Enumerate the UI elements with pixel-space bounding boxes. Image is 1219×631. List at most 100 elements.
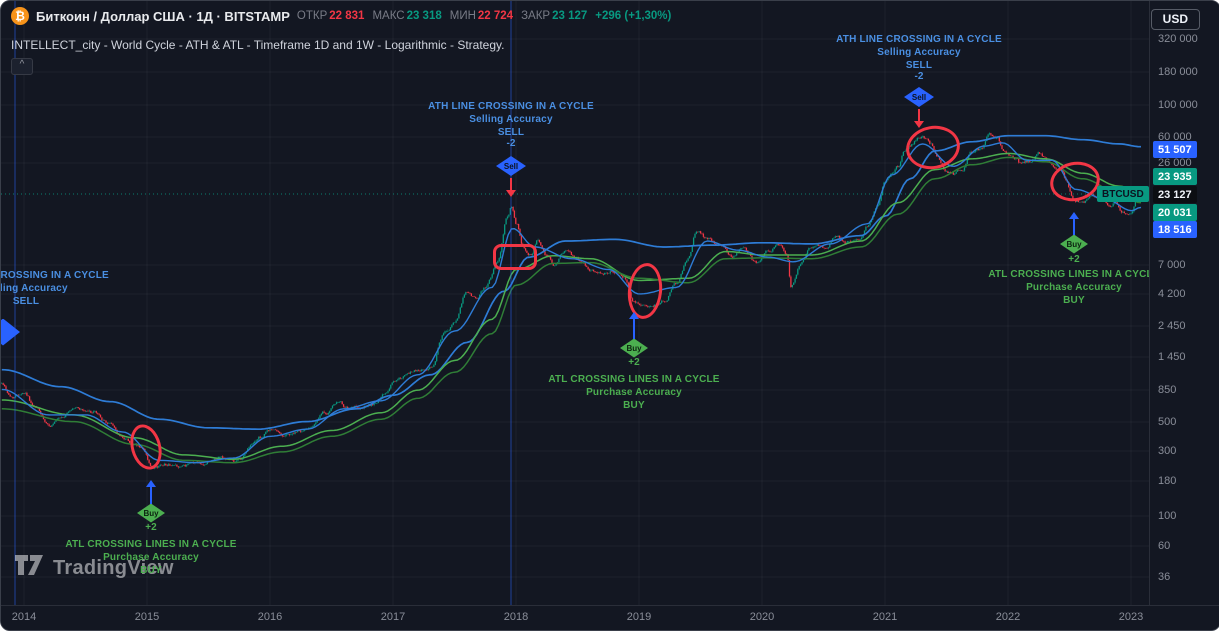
buy-signal-text: ATL CROSSING LINES IN A CYCLE Purchase Ac…	[929, 268, 1149, 307]
ohlc-values: ОТКР 22 831 МАКС 23 318 МИН 22 724 ЗАКР 23 127 +…	[297, 10, 671, 22]
price-tick: 4 200	[1158, 288, 1186, 300]
price-tick: 60	[1158, 540, 1171, 552]
tradingview-logo-icon	[15, 555, 43, 575]
signal-text-line: ATH LINE CROSSING IN A CYCLE	[428, 101, 594, 112]
green-ma-upper	[1, 152, 1142, 460]
price-label: 20 031	[1153, 204, 1197, 221]
green-ma-lower	[1, 156, 1142, 464]
ohlc-value: 23 318	[406, 10, 442, 22]
price-axis[interactable]: 320 000 180 000 100 000 60 000 26 000 7 000 4 …	[1149, 1, 1219, 606]
price-tick: 100 000	[1158, 99, 1198, 111]
signal-text-line: Selling Accuracy	[469, 114, 553, 125]
candlestick-chart	[1, 1, 1149, 606]
sell-diamond-marker[interactable]: Sell	[496, 156, 526, 176]
arrow-head	[914, 121, 924, 128]
price-tick: 300	[1158, 445, 1177, 457]
signal-text-line: Purchase Accuracy	[586, 387, 682, 398]
chart-pane[interactable]: ATH LINE CROSSING IN A CYCLE Selling Accu…	[1, 1, 1149, 606]
price-tick: 320 000	[1158, 33, 1198, 45]
arrow-shaft	[150, 486, 152, 505]
ohlc-item: ЗАКР 23 127	[521, 10, 587, 22]
arrow-shaft	[633, 318, 635, 340]
sell-diamond-marker[interactable]: Sell	[904, 87, 934, 107]
signal-text-line: ATH LINE CROSSING IN A CYCLE	[1, 270, 109, 281]
ohlc-item: МИН 22 724	[450, 10, 513, 22]
signal-text-line: ATL CROSSING LINES IN A CYCLE	[548, 374, 720, 385]
signal-text-line: Selling Accuracy	[1, 283, 68, 294]
signal-text-line: Purchase Accuracy	[1026, 282, 1122, 293]
signal-text-line: ATL CROSSING LINES IN A CYCLE	[65, 539, 237, 550]
buy-arrow-up[interactable]	[145, 480, 157, 505]
time-axis[interactable]: 2014 2015 2016 2017 2018 2019 2020 2021 2022 2023	[1, 605, 1219, 630]
currency-button[interactable]: USD	[1150, 9, 1200, 30]
price-tick: 60 000	[1158, 131, 1192, 143]
buy-signal-score: +2	[145, 522, 157, 533]
arrow-shaft	[510, 178, 512, 191]
bitcoin-icon: ₿	[11, 7, 29, 25]
time-tick: 2019	[626, 611, 652, 623]
buy-signal-score: +2	[628, 357, 640, 368]
arrow-shaft	[918, 109, 920, 122]
arrow-head	[506, 190, 516, 197]
time-tick: 2014	[11, 611, 37, 623]
ohlc-label: МИН	[449, 10, 476, 22]
time-tick: 2023	[1118, 611, 1144, 623]
time-tick: 2021	[872, 611, 898, 623]
price-tick: 36	[1158, 571, 1171, 583]
buy-signal-text: ATL CROSSING LINES IN A CYCLE Purchase Ac…	[6, 538, 296, 577]
signal-text-line: ATL CROSSING LINES IN A CYCLE	[988, 269, 1149, 280]
tradingview-watermark: TradingView	[15, 555, 174, 581]
arrow-head	[1069, 212, 1079, 219]
time-tick: 2017	[380, 611, 406, 623]
buy-signal-score: +2	[1068, 254, 1080, 265]
ohlc-value: 23 127	[552, 10, 588, 22]
red-marker-rect[interactable]	[493, 244, 537, 270]
buy-diamond-marker[interactable]: Buy	[620, 338, 648, 358]
signal-text-line: SELL	[12, 296, 40, 307]
symbol-row[interactable]: ₿ Биткоин / Доллар США · 1Д · BITSTAMP О…	[11, 7, 671, 25]
chart-legend: ₿ Биткоин / Доллар США · 1Д · BITSTAMP О…	[11, 7, 671, 75]
arrow-shaft	[1073, 218, 1075, 237]
buy-diamond-marker[interactable]: Buy	[137, 503, 165, 523]
buy-diamond-marker[interactable]: Buy	[1060, 234, 1088, 254]
ohlc-label: ОТКР	[296, 10, 328, 22]
symbol-price-tag: BTCUSD	[1097, 186, 1149, 202]
price-tick: 26 000	[1158, 157, 1192, 169]
time-tick: 2016	[257, 611, 283, 623]
sell-signal-score: -2	[506, 138, 516, 149]
price-tick: 1 450	[1158, 351, 1186, 363]
arrow-head	[146, 480, 156, 487]
sell-signal-score: -2	[914, 71, 924, 82]
buy-arrow-up[interactable]	[1068, 212, 1080, 237]
ohlc-value: 22 831	[329, 10, 365, 22]
signal-text-line: SELL	[497, 127, 525, 138]
sell-signal-text: ATH LINE CROSSING IN A CYCLE Selling Accu…	[774, 33, 1064, 72]
signal-text-line: Selling Accuracy	[877, 47, 961, 58]
signal-text-line: ATH LINE CROSSING IN A CYCLE	[836, 34, 1002, 45]
symbol-title[interactable]: Биткоин / Доллар США · 1Д · BITSTAMP	[36, 8, 290, 24]
time-tick: 2018	[503, 611, 529, 623]
collapse-legend-button[interactable]: ^	[11, 58, 33, 75]
price-tick: 180 000	[1158, 66, 1198, 78]
sell-arrow-down[interactable]	[913, 109, 925, 128]
sell-arrow-down[interactable]	[505, 178, 517, 197]
signal-text-line: Purchase Accuracy	[103, 552, 199, 563]
time-tick: 2022	[995, 611, 1021, 623]
ohlc-item: МАКС 23 318	[372, 10, 441, 22]
price-tick: 180	[1158, 475, 1177, 487]
buy-signal-text: ATL CROSSING LINES IN A CYCLE Purchase Ac…	[489, 373, 779, 412]
signal-text-line: BUY	[140, 565, 162, 576]
indicator-title[interactable]: INTELLECT_city - World Cycle - ATH & ATL…	[11, 38, 505, 52]
change-value: +296 (+1,30%)	[595, 10, 672, 22]
ath-upper-blue-line	[1, 134, 1142, 431]
sell-signal-text: ATH LINE CROSSING IN A CYCLE Selling Accu…	[366, 100, 656, 139]
price-tick: 7 000	[1158, 259, 1186, 271]
buy-arrow-up[interactable]	[628, 312, 640, 340]
price-label: 23 935	[1153, 168, 1197, 185]
signal-text-line: BUY	[1063, 295, 1085, 306]
price-label: 51 507	[1153, 141, 1197, 158]
signal-text-line: BUY	[623, 400, 645, 411]
price-tick: 850	[1158, 384, 1177, 396]
price-tick: 500	[1158, 416, 1177, 428]
price-label: 18 516	[1153, 221, 1197, 238]
